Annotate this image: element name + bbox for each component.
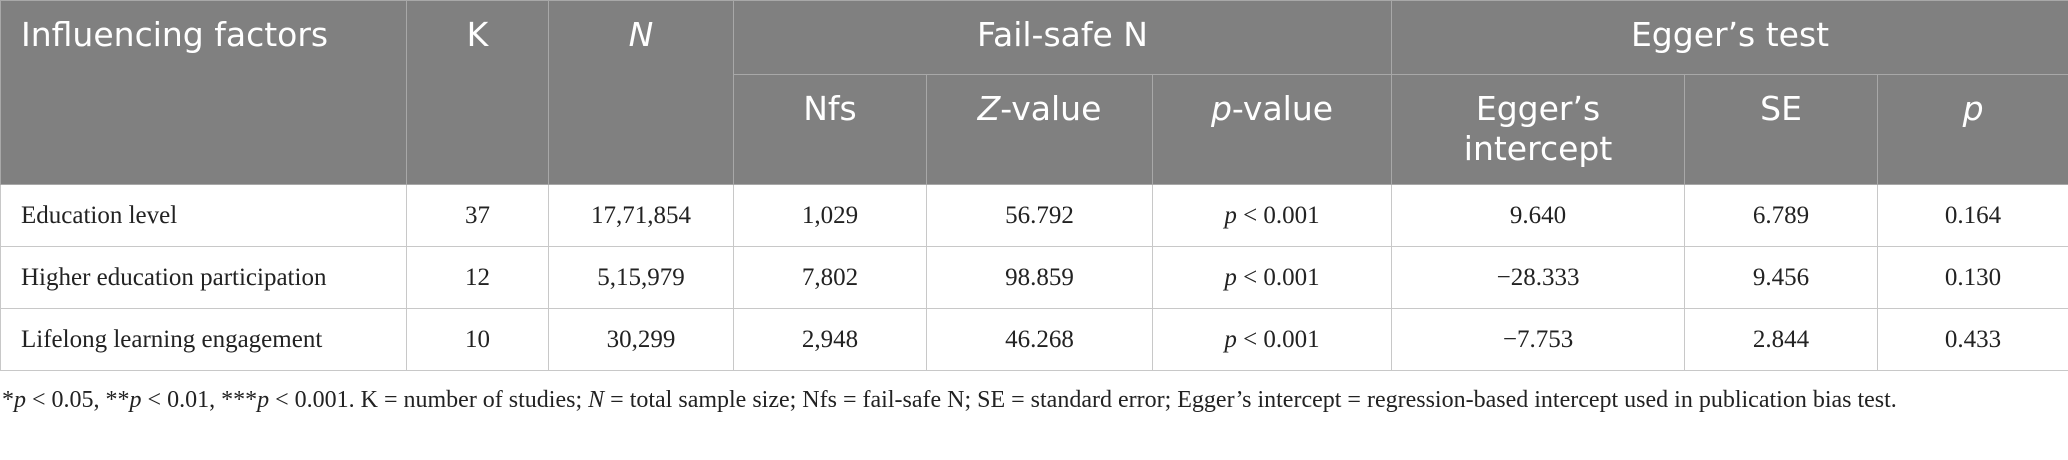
table-cell: Education level (0, 184, 407, 247)
header-cell: Z-value (926, 74, 1153, 185)
text: 0.130 (1944, 263, 2002, 291)
italic-text: p (1962, 89, 1984, 128)
table-cell: p < 0.001 (1151, 308, 1393, 371)
text: < 0.05, ** (26, 387, 130, 413)
table-cell: 30,299 (548, 308, 734, 371)
text: 0.433 (1944, 325, 2002, 353)
table-cell: 1,029 (733, 184, 927, 247)
table-cell: 0.164 (1877, 184, 2068, 247)
text: 98.859 (1005, 263, 1074, 291)
table-cell: 56.792 (926, 184, 1153, 247)
italic-text: p (129, 387, 142, 413)
table-cell: −7.753 (1391, 308, 1686, 371)
text: 9.640 (1509, 201, 1567, 229)
text: Higher education participation (21, 263, 327, 291)
text: Fail-safe N (977, 15, 1148, 54)
text: < 0.001. K = number of studies; (269, 387, 589, 413)
table-cell: 7,802 (733, 246, 927, 309)
italic-text: N (588, 387, 605, 413)
header-cell: K (406, 0, 549, 185)
text: -value (1000, 89, 1102, 128)
table-row: Higher education participation 12 5,15,979… (0, 246, 2068, 309)
text: Influencing factors (21, 15, 329, 54)
table-cell: Lifelong learning engagement (0, 308, 407, 371)
table-cell: p < 0.001 (1151, 246, 1393, 309)
header-cell: Egger’s test (1391, 0, 2068, 75)
table-cell: 2,948 (733, 308, 927, 371)
text: 12 (465, 263, 490, 291)
table-cell: p < 0.001 (1151, 184, 1393, 247)
table-cell: 5,15,979 (548, 246, 734, 309)
italic-text: p (14, 387, 26, 413)
text: 56.792 (1005, 201, 1074, 229)
text: 30,299 (606, 325, 676, 353)
table-cell: 0.130 (1877, 246, 2068, 309)
table-cell: −28.333 (1391, 246, 1686, 309)
table: Influencing factors K N Fail-safe N Egger’s … (0, 0, 2068, 371)
table-cell: 9.640 (1391, 184, 1686, 247)
header-cell: N (548, 0, 734, 185)
text: * (2, 387, 14, 413)
header-cell: SE (1684, 74, 1879, 185)
text: Egger’s intercept (1463, 89, 1613, 168)
text: = total sample size; Nfs = fail-safe N; … (604, 387, 1897, 413)
italic-text: p (1224, 201, 1237, 229)
text: SE (1760, 89, 1802, 128)
table-cell: 10 (406, 308, 549, 371)
text: 1,029 (801, 201, 859, 229)
text: 5,15,979 (597, 263, 685, 291)
table-cell: 17,71,854 (548, 184, 734, 247)
table-row: Lifelong learning engagement 10 30,299 2,94… (0, 308, 2068, 371)
footnote: *p < 0.05, **p < 0.01, ***p < 0.001. K =… (0, 371, 2068, 417)
italic-text: p (1224, 325, 1237, 353)
header-row: Nfs Z-value p-value Egger’s intercept SE p (1, 74, 2068, 185)
table-cell: 12 (406, 246, 549, 309)
text: −28.333 (1496, 263, 1580, 291)
text: < 0.01, *** (141, 387, 258, 413)
table-cell: 2.844 (1684, 308, 1879, 371)
text: 7,802 (801, 263, 859, 291)
text: -value (1231, 89, 1334, 128)
header-cell: Fail-safe N (732, 0, 1393, 75)
table-cell: 46.268 (926, 308, 1153, 371)
text: 37 (465, 201, 490, 229)
text: 6.789 (1752, 201, 1810, 229)
text: < 0.001 (1236, 325, 1320, 353)
italic-text: p (257, 387, 270, 413)
table-cell: 0.433 (1877, 308, 2068, 371)
italic-text: p (1210, 89, 1232, 128)
text: 2,948 (801, 325, 859, 353)
table-row: Education level 37 17,71,854 1,029 56.792 p <… (0, 184, 2068, 247)
text: 2.844 (1752, 325, 1810, 353)
text: 46.268 (1005, 325, 1074, 353)
table-cell: 6.789 (1684, 184, 1879, 247)
header-cell: Nfs (733, 74, 927, 185)
text: 17,71,854 (591, 201, 691, 229)
table-cell: 9.456 (1684, 246, 1879, 309)
text: Lifelong learning engagement (21, 325, 323, 353)
text: Egger’s test (1630, 15, 1830, 54)
text: Education level (21, 201, 178, 229)
text: < 0.001 (1236, 201, 1320, 229)
header-row: Influencing factors K N Fail-safe N Egger’s … (0, 0, 2068, 185)
header-cell: p-value (1151, 74, 1393, 185)
italic-text: p (1224, 263, 1237, 291)
header-cell: Egger’s intercept (1391, 74, 1686, 185)
table-cell: 37 (406, 184, 549, 247)
text: K (466, 15, 489, 54)
text: 10 (465, 325, 490, 353)
table-cell: 98.859 (926, 246, 1153, 309)
text: −7.753 (1502, 325, 1574, 353)
text: 9.456 (1752, 263, 1810, 291)
italic-text: N (628, 15, 654, 54)
table-cell: Higher education participation (0, 246, 407, 309)
text: 0.164 (1944, 201, 2002, 229)
table-body: Education level 37 17,71,854 1,029 56.792 p <… (0, 184, 2068, 371)
text: Nfs (803, 89, 857, 128)
italic-text: Z (977, 89, 1001, 128)
header-cell: p (1877, 74, 2068, 185)
text: < 0.001 (1236, 263, 1320, 291)
header-cell: Influencing factors (0, 0, 407, 185)
